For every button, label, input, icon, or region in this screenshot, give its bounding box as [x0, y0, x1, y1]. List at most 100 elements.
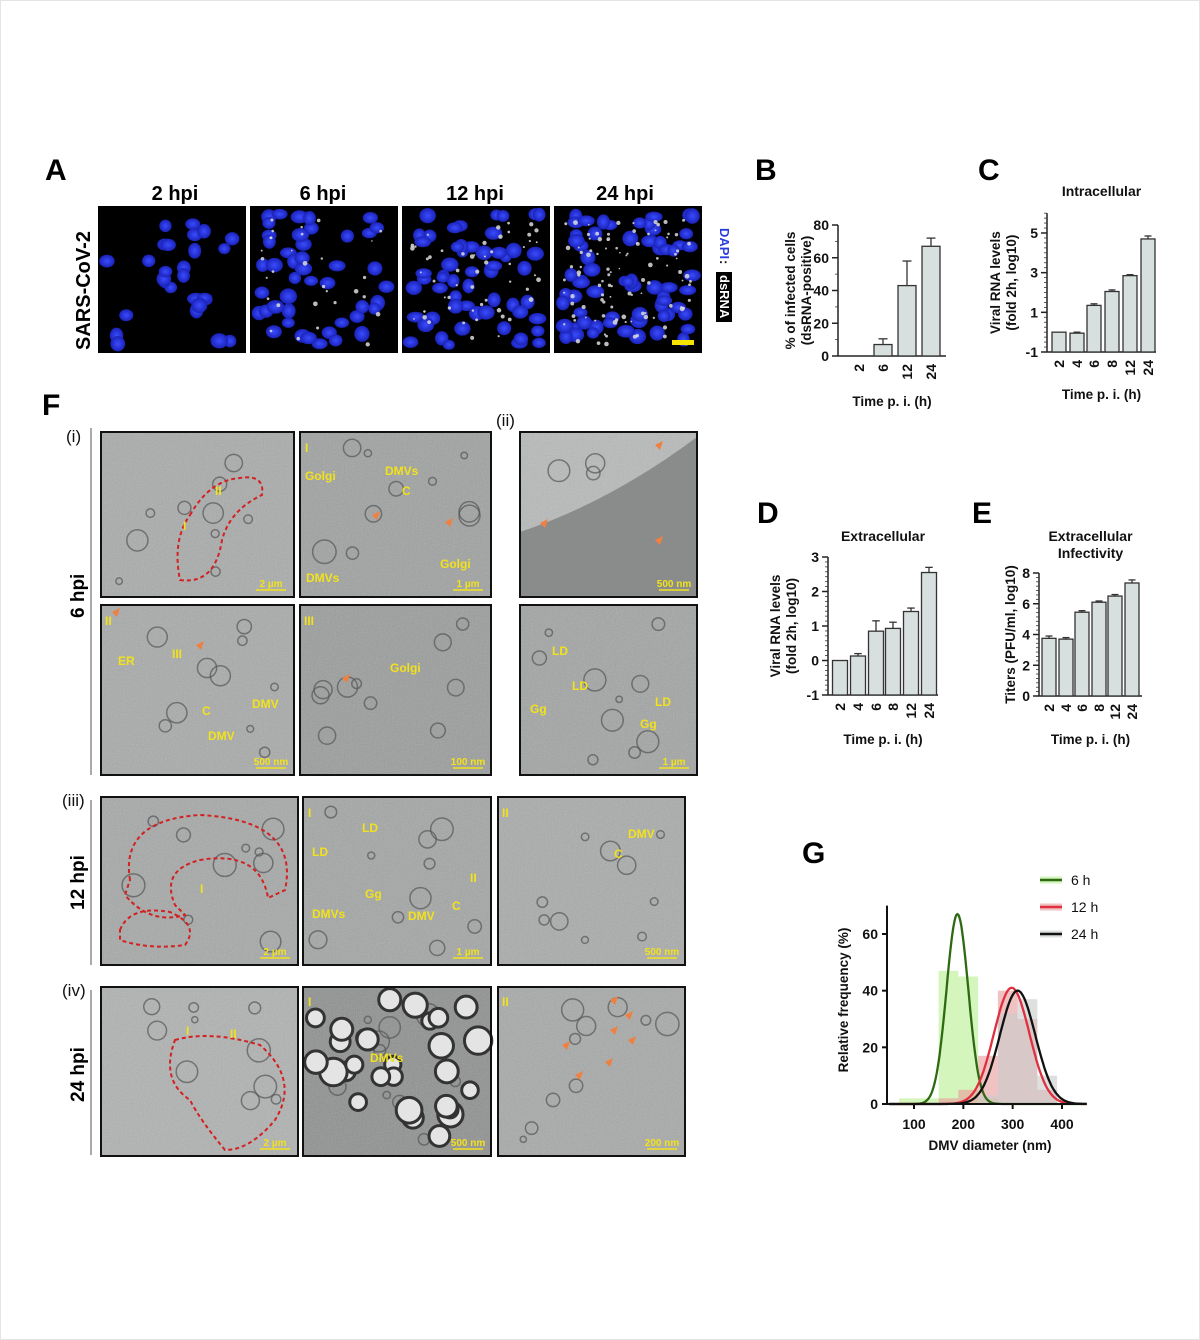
- membrane-structure: [615, 695, 624, 704]
- x-tick-label: 200: [952, 1116, 976, 1132]
- nucleus: [580, 249, 596, 266]
- em-annotation: III: [304, 614, 314, 628]
- dsrna-signal: [527, 232, 532, 237]
- y-tick-label: 0: [821, 348, 829, 364]
- legend-label: 6 h: [1071, 872, 1090, 888]
- membrane-structure: [210, 528, 220, 539]
- dsrna-signal: [674, 232, 679, 237]
- fluorescence-image-6hpi: [250, 206, 398, 353]
- dsrna-signal: [632, 222, 635, 225]
- y-tick-label: 0: [811, 653, 819, 669]
- membrane-structure: [246, 1038, 272, 1063]
- em-image-i-II: II ER III C DMV DMV 500 nm: [100, 604, 295, 776]
- y-axis-label: Viral RNA levels: [988, 231, 1003, 334]
- y-tick-label: 80: [813, 217, 829, 233]
- nucleus: [622, 230, 639, 247]
- dsrna-signal: [483, 255, 486, 258]
- em-annotation: LD: [362, 821, 378, 835]
- panel-a-column-24hpi: 24 hpi: [596, 183, 654, 205]
- y-tick-label: 20: [862, 1039, 878, 1055]
- dsrna-signal: [528, 297, 534, 302]
- x-tick-label: 12: [899, 364, 915, 380]
- membrane-structure: [212, 852, 237, 878]
- membrane-structure: [363, 448, 373, 458]
- dsrna-signal: [290, 249, 293, 252]
- membrane-structure: [342, 438, 362, 458]
- nucleus: [254, 286, 270, 299]
- dsrna-signal: [576, 270, 582, 275]
- nucleus: [262, 217, 276, 229]
- panel-label-g: G: [802, 837, 825, 870]
- dsrna-signal: [484, 260, 489, 265]
- stain-dsrna: dsRNA: [717, 275, 732, 319]
- dsrna-signal: [270, 218, 274, 222]
- dsrna-signal: [300, 225, 303, 229]
- nucleus: [477, 305, 495, 320]
- membrane-structure: [599, 840, 621, 862]
- histogram-bin: [958, 976, 979, 1104]
- x-axis-label: DMV diameter (nm): [928, 1138, 1051, 1153]
- dsrna-signal: [320, 257, 323, 260]
- membrane-structure: [209, 664, 232, 687]
- x-tick-label: 24: [921, 703, 937, 719]
- scale-bar: [672, 340, 694, 345]
- arrowhead-icon: [610, 1026, 618, 1035]
- nucleus: [417, 317, 435, 333]
- nucleus: [159, 219, 172, 233]
- nucleus: [265, 257, 283, 273]
- dsrna-signal: [596, 341, 601, 346]
- dsrna-signal: [269, 236, 272, 240]
- dmv: [355, 1027, 380, 1052]
- em-annotation: II: [502, 806, 509, 820]
- membrane-structure: [243, 514, 254, 525]
- membrane-structure: [237, 635, 248, 647]
- y-axis-label: (dsRNA-positive): [799, 236, 814, 346]
- membrane-structure: [258, 746, 271, 759]
- dsrna-signal: [648, 262, 653, 268]
- dmv: [344, 1054, 365, 1075]
- bar: [1104, 290, 1120, 353]
- nucleus: [631, 306, 648, 322]
- subpanel-ii: (ii): [496, 411, 515, 430]
- dsrna-signal: [508, 262, 512, 266]
- y-axis-label: (fold 2h, log10): [1004, 235, 1019, 331]
- fluorescence-image-2hpi: [98, 206, 246, 353]
- nucleus: [450, 241, 465, 253]
- bar: [1058, 638, 1074, 697]
- dsrna-signal: [371, 240, 373, 242]
- nucleus: [294, 261, 313, 276]
- membrane-structure: [126, 529, 149, 552]
- dsrna-signal: [606, 232, 610, 236]
- panel-label-f: F: [42, 389, 60, 422]
- em-image-i-I: I Golgi DMVs C DMVs Golgi 1 µm: [299, 431, 492, 598]
- bar: [1086, 304, 1102, 353]
- membrane-structure: [538, 914, 550, 926]
- membrane-structure: [115, 577, 124, 586]
- nucleus: [218, 243, 231, 255]
- nucleus: [265, 325, 282, 339]
- row-label-12hpi: 12 hpi: [68, 855, 89, 910]
- dsrna-signal: [600, 298, 604, 302]
- membrane-structure: [433, 633, 452, 652]
- membrane-structure: [324, 805, 338, 819]
- bar: [1140, 238, 1156, 353]
- dsrna-signal: [362, 295, 366, 299]
- nucleus: [680, 323, 696, 335]
- em-annotation: II: [105, 614, 112, 628]
- arrowhead-icon: [445, 518, 453, 527]
- dsrna-signal: [604, 341, 609, 347]
- membrane-structure: [388, 480, 405, 497]
- dsrna-signal: [609, 295, 612, 298]
- dsrna-signal: [276, 303, 281, 308]
- nucleus: [645, 211, 663, 222]
- nucleus: [367, 261, 383, 276]
- membrane-structure: [651, 617, 666, 632]
- dsrna-signal: [375, 311, 381, 317]
- em-annotation: Gg: [365, 887, 382, 901]
- membrane-structure: [196, 657, 218, 679]
- membrane-structure: [545, 1092, 561, 1108]
- image-frame: [497, 986, 686, 1157]
- dsrna-signal: [644, 311, 647, 315]
